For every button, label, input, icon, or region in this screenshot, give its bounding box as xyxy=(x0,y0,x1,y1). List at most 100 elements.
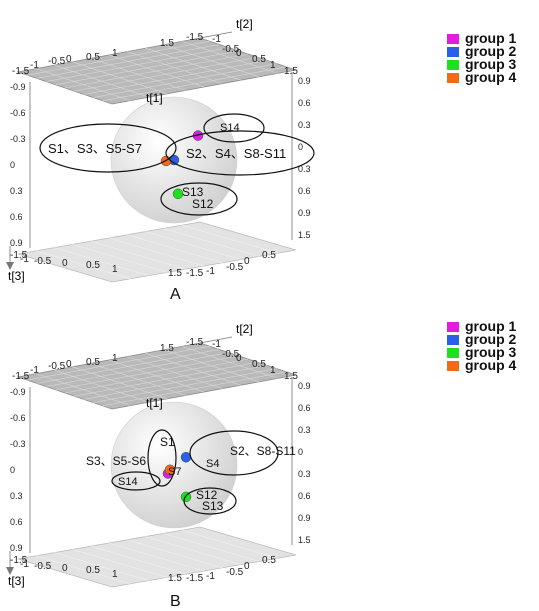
pca-3d-plot-a: t[2] t[1] t[3] -1.5 -1 -0.5 0 0.5 1 1.5 -1.5 -1 -0.5… xyxy=(0,0,539,303)
top-tick-label: -1 xyxy=(30,365,39,376)
left-tick-label: -0.9 xyxy=(10,387,26,397)
bottom-grid-line xyxy=(163,533,260,562)
bottom-grid-line xyxy=(72,549,168,578)
legend-swatch xyxy=(447,347,459,358)
top-grid-line xyxy=(181,41,278,74)
cluster-ellipse xyxy=(189,430,279,476)
t3-axis-arrow xyxy=(6,567,14,575)
cluster-ellipse xyxy=(183,487,237,515)
axis-label-t3: t[3] xyxy=(8,269,25,283)
bottom-tick-label: 0 xyxy=(62,258,68,269)
top-grid-line xyxy=(74,361,258,397)
legend-item: group 4 xyxy=(447,357,517,373)
top-tick-label: -1 xyxy=(212,34,221,45)
top-tick-label: 0.5 xyxy=(86,52,100,63)
legend-label: group 2 xyxy=(465,331,517,347)
cluster-ellipse xyxy=(147,429,177,487)
axis-label-t2: t[2] xyxy=(236,17,253,31)
top-grid-line xyxy=(127,51,223,84)
axis-label-t2: t[2] xyxy=(236,322,253,336)
left-tick-label: 0.3 xyxy=(10,491,23,501)
top-tick-label: 0 xyxy=(236,353,242,364)
top-tick-label: 0 xyxy=(66,54,72,65)
legend-label: group 1 xyxy=(465,318,517,334)
legend-label: group 2 xyxy=(465,43,517,59)
left-tick-label: -0.9 xyxy=(10,82,26,92)
confidence-sphere xyxy=(110,401,238,529)
bottom-grid-line xyxy=(36,555,131,585)
cluster-ellipse xyxy=(203,113,265,143)
bottom-tick-label: -1.5 xyxy=(186,268,204,279)
bottom-grid-line xyxy=(127,234,223,264)
legend-swatch xyxy=(447,46,459,57)
bottom-tick-label: 0.5 xyxy=(86,260,100,271)
top-grid-line xyxy=(145,352,241,386)
cluster-ellipse xyxy=(165,130,315,176)
right-tick-label: 0.3 xyxy=(298,164,311,174)
right-tick-label: 1.5 xyxy=(298,535,311,545)
right-tick-label: 0 xyxy=(298,447,303,457)
bottom-tick-label: -0.5 xyxy=(34,256,52,267)
right-tick-label: 0.9 xyxy=(298,208,311,218)
top-tick-label: 0.5 xyxy=(252,54,266,65)
legend-swatch xyxy=(447,59,459,70)
top-tick-label: 1.5 xyxy=(160,343,174,354)
bottom-tick-label: -1.5 xyxy=(10,250,28,261)
pca-3d-plot-b: t[2] t[1] t[3] -1.5 -1 -0.5 0 0.5 1 1.5 -1.5 -1 -0.5… xyxy=(0,305,539,610)
top-tick-label: -1.5 xyxy=(12,371,30,382)
top-tick-label: -0.5 xyxy=(222,349,240,360)
data-point xyxy=(180,491,192,503)
plot-canvas-b: t[2]t[1]t[3]-1.5-1 -0.5 0 0.5 11.5-1.5 -1-0.5… xyxy=(6,322,311,588)
axis-label-t1: t[1] xyxy=(146,396,163,410)
legend-label: group 4 xyxy=(465,357,517,373)
bottom-tick-label: -1 xyxy=(20,559,29,570)
cluster-label: S13 xyxy=(182,185,204,199)
cluster-ellipse xyxy=(160,182,238,216)
cluster-label: S12 xyxy=(196,488,218,502)
top-grid-line xyxy=(93,368,277,403)
legend-swatch xyxy=(447,360,459,371)
cluster-label: S2、S4、S8-S11 xyxy=(186,146,286,161)
bottom-grid-line xyxy=(90,545,186,575)
top-grid-line xyxy=(145,47,241,81)
legend-label: group 4 xyxy=(465,69,517,85)
right-tick-label: 0.3 xyxy=(298,120,311,130)
left-tick-label: 0.9 xyxy=(10,543,23,553)
bottom-grid-line xyxy=(181,224,278,254)
bottom-tick-label: -1 xyxy=(206,266,215,277)
bottom-tick-label: -1 xyxy=(206,571,215,582)
top-grid-line xyxy=(102,371,287,407)
top-tick-label: 1.5 xyxy=(284,66,298,77)
left-tick-label: -0.3 xyxy=(10,439,26,449)
top-tick-label: -0.5 xyxy=(48,56,66,67)
plot-canvas-a: t[2]t[1]t[3]-1.5-1 -0.5 0 0.5 11.5-1.5 -1-0.5… xyxy=(6,17,315,283)
bottom-grid-line xyxy=(72,244,168,273)
left-tick-label: -0.6 xyxy=(10,413,26,423)
cluster-label: S4 xyxy=(206,458,219,470)
cluster-label: S14 xyxy=(118,476,138,488)
legend-label: group 1 xyxy=(465,30,517,46)
top-tick-label: 1 xyxy=(112,353,118,364)
legend-swatch xyxy=(447,33,459,44)
cluster-label: S14 xyxy=(220,122,240,134)
left-tick-label: -0.3 xyxy=(10,134,26,144)
t2-axis-line xyxy=(199,336,233,344)
top-tick-label: -1.5 xyxy=(12,66,30,77)
top-tick-label: -0.5 xyxy=(222,44,240,55)
legend-swatch xyxy=(447,321,459,332)
top-tick-label: 0.5 xyxy=(86,357,100,368)
top-tick-label: 1 xyxy=(112,48,118,59)
legend-item: group 1 xyxy=(447,318,517,334)
bottom-grid-line xyxy=(145,536,241,565)
t3-axis-arrow xyxy=(6,262,14,270)
legend: group 1 group 2 group 3 group 4 xyxy=(447,318,517,373)
top-tick-label: 1 xyxy=(270,60,276,71)
top-tick-label: 0.5 xyxy=(252,359,266,370)
top-tick-label: 0 xyxy=(236,48,242,59)
left-tick-label: 0.9 xyxy=(10,238,23,248)
top-tick-label: -1.5 xyxy=(186,32,204,43)
bottom-grid-line xyxy=(54,247,149,276)
left-tick-label: 0.6 xyxy=(10,517,23,527)
legend: group 1 group 2 group 3 group 4 xyxy=(447,30,517,85)
bottom-tick-label: 0 xyxy=(244,561,250,572)
